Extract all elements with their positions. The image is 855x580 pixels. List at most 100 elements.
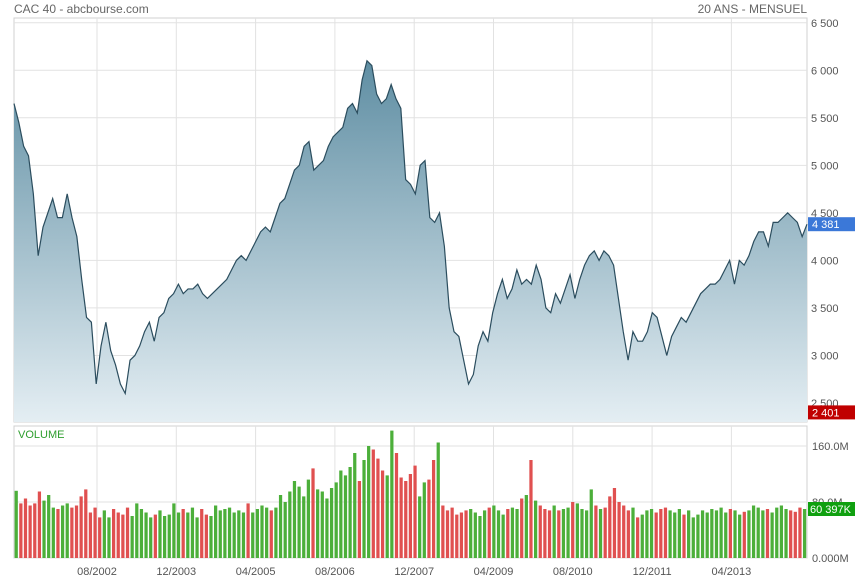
volume-bar	[311, 468, 315, 558]
volume-bar	[784, 509, 788, 558]
chart-title: CAC 40 - abcbourse.com	[14, 2, 149, 16]
volume-bar	[622, 505, 626, 558]
volume-bar	[371, 449, 375, 558]
volume-bar	[524, 495, 528, 558]
volume-bar	[107, 517, 111, 558]
volume-bar	[28, 505, 32, 558]
volume-bar	[251, 512, 255, 558]
volume-bar	[339, 470, 343, 558]
volume-bar	[288, 491, 292, 558]
volume-bar	[645, 510, 649, 558]
volume-bar	[673, 512, 677, 558]
volume-bar	[798, 507, 802, 558]
volume-bar	[218, 510, 222, 558]
volume-bar	[325, 498, 329, 558]
volume-bar	[571, 502, 575, 558]
volume-bar	[158, 510, 162, 558]
x-tick-label: 08/2002	[77, 566, 117, 578]
volume-bar	[668, 510, 672, 558]
price-line	[13, 59, 808, 396]
volume-bar	[111, 509, 116, 558]
volume-bar	[649, 509, 654, 558]
volume-bar	[65, 503, 69, 558]
volume-bar	[724, 512, 728, 558]
volume-title: VOLUME	[18, 429, 64, 441]
volume-bar	[181, 509, 185, 558]
volume-bar	[353, 453, 357, 558]
price-tick-label: 4 500	[811, 208, 839, 220]
x-tick-label: 04/2013	[712, 566, 752, 578]
volume-bar	[585, 510, 589, 558]
volume-bar	[51, 507, 55, 558]
volume-bar	[343, 475, 348, 558]
volume-bar	[274, 507, 278, 558]
volume-bar	[172, 503, 176, 558]
volume-bar	[473, 512, 477, 558]
volume-bar	[144, 512, 148, 558]
volume-bar	[255, 509, 259, 558]
volume-tick-label: 0.000M	[812, 553, 849, 565]
volume-bar	[413, 465, 417, 558]
volume-badge: 60 397K	[810, 504, 852, 516]
x-tick-label: 08/2006	[315, 566, 355, 578]
volume-bar	[515, 509, 519, 558]
volume-bar	[687, 510, 691, 558]
volume-bar	[543, 509, 547, 558]
volume-bar	[552, 505, 556, 558]
x-tick-label: 08/2010	[553, 566, 593, 578]
volume-bar	[320, 491, 324, 558]
volume-bar	[200, 509, 204, 558]
volume-bar	[232, 512, 236, 558]
volume-bar	[149, 517, 153, 558]
volume-bar	[506, 509, 510, 558]
price-tick-label: 5 000	[811, 160, 839, 172]
volume-bar	[691, 517, 695, 558]
volume-bar	[580, 509, 584, 558]
volume-bar	[79, 496, 83, 558]
volume-bar	[209, 516, 213, 558]
volume-bar	[130, 516, 134, 558]
volume-bar	[529, 460, 533, 558]
volume-bar	[775, 507, 779, 558]
min-price-badge: 2 401	[812, 407, 840, 419]
volume-bar	[469, 509, 473, 558]
volume-bar	[195, 517, 199, 558]
x-tick-label: 04/2005	[236, 566, 276, 578]
volume-bar	[793, 511, 797, 558]
volume-bar	[283, 502, 287, 558]
volume-bar	[427, 479, 431, 558]
chart-period: 20 ANS - MENSUEL	[697, 2, 807, 16]
volume-bar	[594, 505, 598, 558]
volume-bar	[487, 507, 491, 558]
volume-bar	[227, 507, 232, 558]
volume-bar	[116, 512, 120, 558]
volume-bar	[302, 496, 306, 558]
volume-bar	[390, 430, 394, 558]
volume-bar	[789, 510, 793, 558]
volume-bar	[700, 510, 705, 558]
volume-bar	[237, 510, 241, 558]
volume-bar	[510, 507, 515, 558]
volume-bar	[422, 482, 426, 558]
volume-bar	[747, 510, 751, 558]
volume-bar	[441, 505, 445, 558]
volume-bar	[733, 510, 737, 558]
volume-bar	[654, 512, 658, 558]
volume-bar	[719, 507, 723, 558]
volume-bar	[418, 496, 422, 558]
volume-bar	[765, 509, 770, 558]
volume-bar	[640, 514, 644, 558]
volume-bar	[33, 503, 37, 558]
volume-bar	[547, 510, 552, 558]
volume-bar	[306, 479, 310, 558]
volume-bar	[246, 503, 250, 558]
volume-bar	[367, 446, 371, 558]
volume-bar	[139, 509, 144, 558]
volume-bar	[520, 498, 524, 558]
volume-bar	[316, 489, 320, 558]
last-price-badge: 4 381	[812, 219, 840, 231]
volume-bar	[88, 512, 93, 558]
volume-bar	[617, 502, 621, 558]
volume-bar	[770, 512, 774, 558]
volume-bar	[357, 481, 362, 558]
